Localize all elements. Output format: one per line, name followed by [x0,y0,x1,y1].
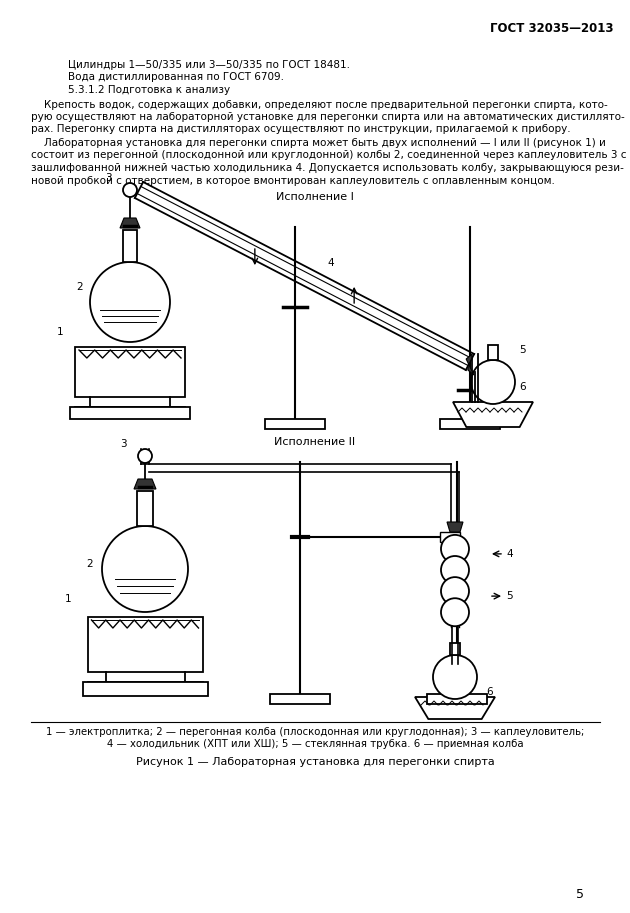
Bar [450,643,460,655]
Text: 4: 4 [328,257,335,268]
Bar [83,682,207,696]
Polygon shape [447,522,463,532]
Circle shape [441,556,469,584]
Text: ГОСТ 32035—2013: ГОСТ 32035—2013 [490,22,614,35]
Circle shape [441,598,469,626]
Text: 4: 4 [506,549,513,559]
Text: состоит из перегонной (плоскодонной или круглодонной) колбы 2, соединенной через: состоит из перегонной (плоскодонной или … [31,151,626,161]
Bar [123,230,137,262]
Text: 1: 1 [65,594,71,604]
Circle shape [471,360,515,404]
Circle shape [90,262,170,342]
Circle shape [441,535,469,563]
Text: Рисунок 1 — Лабораторная установка для перегонки спирта: Рисунок 1 — Лабораторная установка для п… [135,757,495,767]
Text: 1: 1 [57,327,63,337]
Text: Крепость водок, содержащих добавки, определяют после предварительной перегонки с: Крепость водок, содержащих добавки, опре… [31,100,608,110]
Text: Вода дистиллированная по ГОСТ 6709.: Вода дистиллированная по ГОСТ 6709. [68,72,284,82]
Polygon shape [466,354,474,375]
Text: 5: 5 [576,888,584,901]
Polygon shape [134,479,156,489]
Text: зашлифованной нижней частью холодильника 4. Допускается использовать колбу, закр: зашлифованной нижней частью холодильника… [31,163,624,173]
Text: Цилиндры 1—50/335 или 3—50/335 по ГОСТ 18481.: Цилиндры 1—50/335 или 3—50/335 по ГОСТ 1… [68,60,350,70]
Polygon shape [415,697,495,719]
Circle shape [433,655,477,699]
Circle shape [441,577,469,605]
Bar [70,407,190,419]
Text: 5: 5 [520,345,526,355]
Text: 1 — электроплитка; 2 — перегонная колба (плоскодонная или круглодонная); 3 — кап: 1 — электроплитка; 2 — перегонная колба … [46,727,584,737]
Bar [440,532,460,542]
Text: 3: 3 [105,173,112,183]
Circle shape [102,526,188,612]
Text: рую осуществляют на лабораторной установке для перегонки спирта или на автоматич: рую осуществляют на лабораторной установ… [31,112,625,122]
Circle shape [138,449,152,463]
Polygon shape [120,218,140,228]
Bar [488,345,498,360]
Bar [75,347,185,397]
Text: 5.3.1.2 Подготовка к анализу: 5.3.1.2 Подготовка к анализу [68,85,230,95]
Text: Исполнение I: Исполнение I [276,192,354,202]
Text: 6: 6 [520,382,526,392]
Bar [427,694,487,704]
Bar [440,419,500,429]
Text: 6: 6 [487,687,493,697]
Polygon shape [453,402,533,427]
Text: рах. Перегонку спирта на дистилляторах осуществляют по инструкции, прилагаемой к: рах. Перегонку спирта на дистилляторах о… [31,124,571,134]
Bar [137,491,153,526]
Text: 3: 3 [120,439,126,449]
Bar [270,694,330,704]
Bar [88,617,202,672]
Bar [265,419,325,429]
Text: 2: 2 [77,282,83,292]
Circle shape [123,183,137,197]
Text: Исполнение II: Исполнение II [275,437,355,447]
Text: 2: 2 [87,559,93,569]
Text: 5: 5 [506,591,513,601]
Text: новой пробкой с отверстием, в которое вмонтирован каплеуловитель с оплавленным к: новой пробкой с отверстием, в которое вм… [31,175,555,185]
Text: 4 — холодильник (ХПТ или ХШ); 5 — стеклянная трубка. 6 — приемная колба: 4 — холодильник (ХПТ или ХШ); 5 — стекля… [106,739,524,749]
Text: Лабораторная установка для перегонки спирта может быть двух исполнений — I или I: Лабораторная установка для перегонки спи… [31,138,606,148]
